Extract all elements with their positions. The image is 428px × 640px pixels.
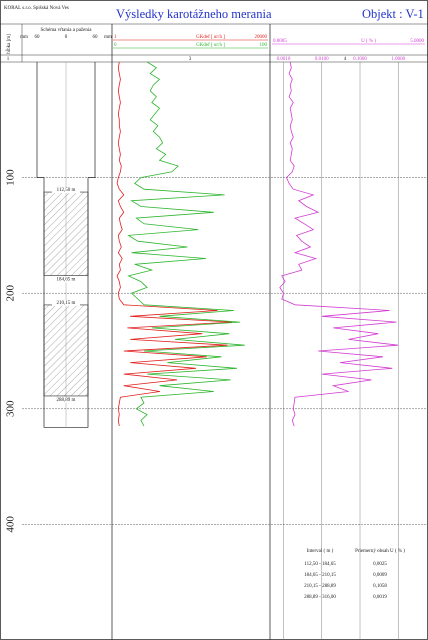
table-cell: 184,65 - 210,15 <box>304 573 336 578</box>
log-curve <box>127 61 245 427</box>
scheme-scale: 0 <box>65 35 68 40</box>
label-bg <box>52 276 80 283</box>
screen <box>43 191 89 276</box>
screen <box>43 304 89 397</box>
scale-min: 0.0005 <box>273 39 287 44</box>
scale-max: 100 <box>260 43 268 48</box>
depth-tick-label: 100 <box>5 169 17 186</box>
title: Výsledky karotážneho merania <box>116 7 272 21</box>
table-header: Priemerný obsah U ( % ) <box>355 549 405 554</box>
x-tick-label: 0.1000 <box>353 57 367 62</box>
screen-label: 184,65 m <box>57 278 76 283</box>
scheme-title: Schéma vŕtania a paženia <box>41 28 93 33</box>
screen-label: 288,89 m <box>57 398 76 403</box>
label-bg <box>52 396 80 403</box>
depth-tick-label: 200 <box>5 284 17 301</box>
screen-label: 210,15 m <box>57 301 76 306</box>
track-number: 3 <box>189 57 192 62</box>
table-header: Interval ( m ) <box>307 549 334 554</box>
scale-max: 20000 <box>255 35 268 40</box>
table-cell: 0,0025 <box>373 562 387 567</box>
screen-label: 112,50 m <box>57 188 76 193</box>
depth-tick-label: 400 <box>5 516 17 533</box>
label-bg <box>52 187 80 194</box>
table-cell: 0,0009 <box>373 573 387 578</box>
scheme-scale: mm <box>20 35 28 40</box>
table-cell: 0,0019 <box>373 595 387 600</box>
scale-name: GKdef [ ur/h ] <box>196 35 225 40</box>
table-cell: 112,50 - 184,65 <box>304 562 336 567</box>
table-cell: 0,1058 <box>373 584 387 589</box>
x-tick-label: 0.0010 <box>277 57 291 62</box>
x-tick-label: 0.0100 <box>315 57 329 62</box>
outer-casing <box>36 62 96 178</box>
scale-min: 1 <box>114 35 117 40</box>
table-cell: 210,15 - 288,89 <box>304 584 336 589</box>
track-number: 1 <box>7 57 10 62</box>
scale-name: U ( % ) <box>361 39 376 44</box>
scale-name: GKdef [ ur/h ] <box>196 43 225 48</box>
scheme-scale: 60 <box>35 35 41 40</box>
scale-min: 0 <box>114 43 117 48</box>
table-cell: 288,89 - 316,00 <box>304 595 336 600</box>
log-curve <box>279 61 399 427</box>
company: KORAL s.r.o. Spišská Nová Ves <box>4 6 69 11</box>
track-number: 4 <box>344 57 347 62</box>
label-bg <box>52 299 80 306</box>
depth-tick-label: 300 <box>5 400 17 417</box>
x-tick-label: 1.0000 <box>391 57 405 62</box>
log-curve <box>116 61 233 427</box>
scheme-scale: 60 <box>93 35 99 40</box>
object: Objekt : V-1 <box>362 7 424 21</box>
scale-max: 5.0000 <box>410 39 424 44</box>
depth-label: hĺbka [m] <box>6 34 12 54</box>
scheme-scale: mm <box>104 35 112 40</box>
